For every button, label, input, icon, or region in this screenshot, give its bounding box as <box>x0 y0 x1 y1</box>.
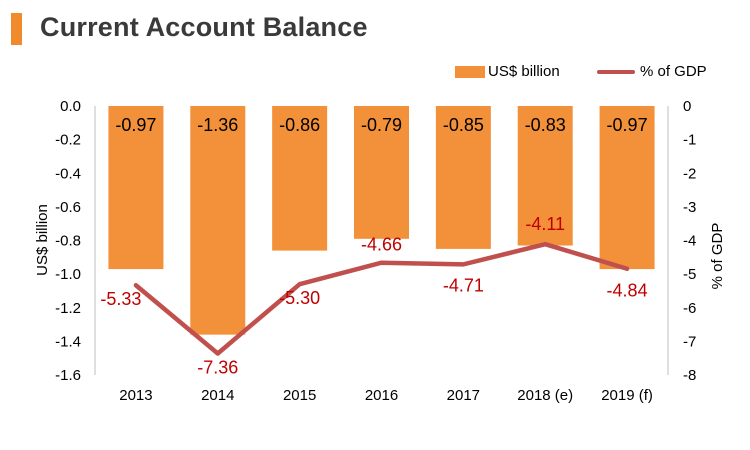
legend-bar-swatch <box>455 66 485 78</box>
y-axis-title: US$ billion <box>34 204 51 276</box>
y-right-axis-title: % of GDP <box>709 223 726 290</box>
y-tick-label: -1.2 <box>55 300 81 317</box>
bar-data-label: -0.83 <box>525 115 566 135</box>
legend-bar-label: US$ billion <box>488 63 560 80</box>
line-data-label: -7.36 <box>197 357 238 377</box>
x-tick-label: 2013 <box>119 387 152 404</box>
y-tick-label: -1.4 <box>55 333 81 350</box>
bar <box>272 106 328 251</box>
x-tick-label: 2015 <box>283 387 316 404</box>
y-tick-label: -1.0 <box>55 266 81 283</box>
line-data-label: -4.66 <box>361 235 402 255</box>
y-tick-label: -0.2 <box>55 132 81 149</box>
y-tick-label: -0.6 <box>55 199 81 216</box>
y-tick-label: -0.4 <box>55 165 81 182</box>
bar-data-label: -0.97 <box>607 115 648 135</box>
y-right-tick-label: -7 <box>683 333 696 350</box>
legend-line-label: % of GDP <box>640 63 707 80</box>
x-tick-label: 2019 (f) <box>601 387 653 404</box>
bar <box>517 106 573 246</box>
bar-data-label: -0.85 <box>443 115 484 135</box>
y-right-tick-label: -6 <box>683 300 696 317</box>
y-right-tick-label: 0 <box>683 98 691 115</box>
bar-data-label: -0.79 <box>361 115 402 135</box>
y-tick-label: -1.6 <box>55 367 81 384</box>
line-data-label: -4.84 <box>607 281 648 301</box>
bar <box>354 106 409 239</box>
page-title: Current Account Balance <box>40 12 368 42</box>
line-data-label: -5.30 <box>279 288 320 308</box>
y-right-tick-label: -5 <box>683 266 696 283</box>
bar <box>190 106 246 335</box>
bar-data-label: -0.86 <box>279 115 320 135</box>
x-tick-label: 2016 <box>365 387 398 404</box>
y-tick-label: 0.0 <box>60 98 81 115</box>
y-right-tick-label: -8 <box>683 367 696 384</box>
bar <box>108 106 164 270</box>
legend-line-swatch <box>597 70 635 74</box>
bar <box>599 106 655 270</box>
bar-data-label: -0.97 <box>115 115 156 135</box>
x-tick-label: 2017 <box>447 387 480 404</box>
line-data-label: -5.33 <box>100 289 141 309</box>
title-accent-bar <box>11 13 22 45</box>
line-series-gdp <box>133 241 630 356</box>
bar <box>435 106 491 249</box>
y-tick-label: -0.8 <box>55 233 81 250</box>
y-right-tick-label: -1 <box>683 132 696 149</box>
line-data-label: -4.71 <box>443 275 484 295</box>
line-data-label: -4.11 <box>525 214 565 234</box>
x-tick-label: 2014 <box>201 387 234 404</box>
x-tick-label: 2018 (e) <box>517 387 573 404</box>
bar-data-label: -1.36 <box>197 115 238 135</box>
y-right-tick-label: -4 <box>683 233 696 250</box>
y-right-tick-label: -3 <box>683 199 696 216</box>
y-right-tick-label: -2 <box>683 165 696 182</box>
